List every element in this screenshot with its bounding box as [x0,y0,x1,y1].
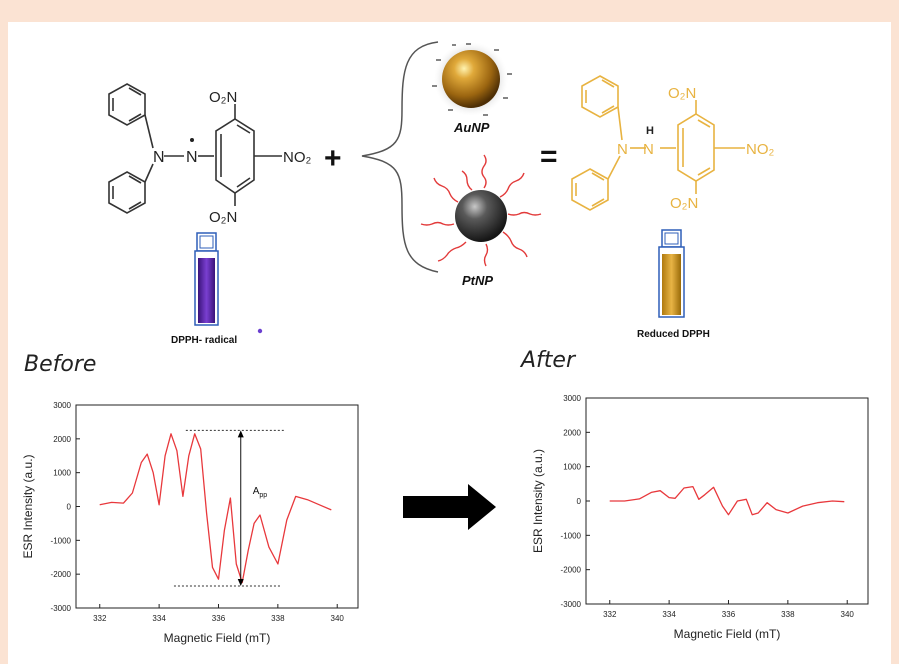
dpph-radical-label: DPPH- radical [171,335,237,346]
radical-marker-dot [257,328,263,334]
x-tick-label: 334 [662,610,676,619]
equals-sign: = [540,140,558,173]
x-tick-label: 340 [331,614,345,623]
reactant-no2-top: O₂N [209,89,237,106]
reduced-dpph-structure [571,75,745,211]
y-tick-label: 2000 [563,428,581,437]
app-arrow-head-top [237,430,244,438]
product-phenyl-bottom [571,168,609,211]
y-tick-label: -1000 [51,536,72,545]
x-tick-label: 338 [781,610,795,619]
phenyl-ring-top [108,83,146,126]
x-axis-label: Magnetic Field (mT) [164,631,271,645]
reactant-n2: N [186,149,198,166]
ptnp-particle [420,154,542,267]
y-tick-label: -1000 [561,531,582,540]
reduced-dpph-label: Reduced DPPH [637,329,710,340]
plus-sign: + [324,142,342,175]
x-axis-label: Magnetic Field (mT) [674,627,781,641]
esr-chart-after: -3000 -2000 -1000 0 1000 2000 3000 332 334 336 338… [531,394,869,641]
y-tick-label: 3000 [53,401,71,410]
before-heading: Before [24,352,97,377]
before-after-arrow [403,484,496,530]
x-tick-label: 334 [152,614,166,623]
figure-card [8,22,891,664]
after-heading: After [521,348,576,373]
ptnp-label: PtNP [462,273,493,288]
y-axis-label: ESR Intensity (a.u.) [21,454,35,558]
y-tick-label: -2000 [561,566,582,575]
product-phenyl-top [581,75,619,118]
polymer-ligands [420,154,542,267]
product-n2: N [643,141,654,158]
negative-charges [432,43,512,116]
y-tick-label: 1000 [563,463,581,472]
y-tick-label: 2000 [53,435,71,444]
x-tick-label: 336 [212,614,226,623]
app-label: App [253,486,268,499]
dpph-radical-structure [108,83,282,214]
reactant-n1: N [153,149,165,166]
y-tick-label: 3000 [563,394,581,403]
product-n1: N [617,141,628,158]
y-tick-label: 0 [577,497,582,506]
product-hydrogen: H [646,125,654,137]
x-tick-label: 340 [841,610,855,619]
catalyst-brace [361,41,439,273]
aunp-particle [432,42,512,116]
product-no2-right: NO₂ [746,141,775,158]
x-tick-label: 338 [271,614,285,623]
reactant-no2-bottom: O₂N [209,209,237,226]
reduced-dpph-vial [658,229,685,318]
product-no2-top: O₂N [668,85,696,102]
aunp-label: AuNP [453,120,490,135]
x-tick-label: 332 [93,614,107,623]
y-tick-label: -3000 [561,600,582,609]
y-tick-label: 1000 [53,469,71,478]
y-tick-label: 0 [67,503,72,512]
phenyl-ring-bottom [108,171,146,214]
y-tick-label: -3000 [51,604,72,613]
x-tick-label: 332 [603,610,617,619]
y-tick-label: -2000 [51,570,72,579]
radical-dot [190,138,194,142]
product-no2-bottom: O₂N [670,195,698,212]
reactant-no2-right: NO₂ [283,149,312,166]
y-axis-label: ESR Intensity (a.u.) [531,449,545,553]
x-tick-label: 336 [722,610,736,619]
dpph-radical-vial [194,232,219,326]
esr-chart-before: -3000 -2000 -1000 0 1000 2000 3000 332 334 336 338… [21,401,359,645]
app-arrow-head-bottom [237,579,244,587]
esr-signal-line [609,485,845,516]
esr-signal-line [99,433,332,584]
